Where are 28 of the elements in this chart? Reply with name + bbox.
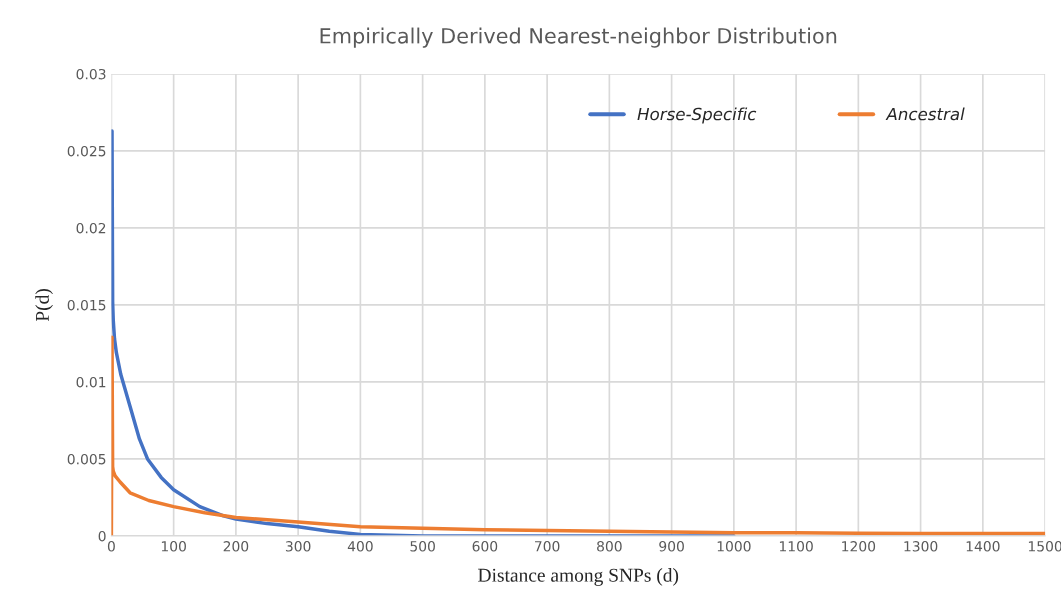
y-axis-title: P(d) bbox=[35, 289, 53, 322]
x-tick-label: 1500 bbox=[1028, 541, 1061, 552]
y-tick-label: 0.01 bbox=[76, 376, 106, 388]
x-tick-label: 400 bbox=[347, 541, 373, 552]
x-tick-label: 1200 bbox=[842, 541, 876, 552]
y-tick-label: 0.025 bbox=[67, 145, 106, 157]
x-tick-label: 1400 bbox=[966, 541, 1000, 552]
x-tick-label: 100 bbox=[161, 541, 186, 552]
y-tick-label: 0.02 bbox=[76, 222, 106, 234]
x-axis-title: Distance among SNPs (d) bbox=[478, 568, 679, 586]
x-tick-label: 500 bbox=[410, 541, 435, 552]
x-tick-label: 1100 bbox=[779, 541, 813, 552]
x-tick-label: 300 bbox=[285, 541, 311, 552]
x-tick-label: 1300 bbox=[904, 541, 938, 552]
x-tick-label: 1000 bbox=[717, 541, 751, 552]
x-tick-label: 600 bbox=[472, 541, 498, 552]
y-tick-label: 0.03 bbox=[76, 68, 106, 80]
chart-title: Empirically Derived Nearest-neighbor Distribution bbox=[320, 27, 837, 48]
y-tick-label: 0.005 bbox=[67, 453, 106, 465]
legend-label: Ancestral bbox=[885, 107, 965, 121]
legend-label: Horse-Specific bbox=[637, 107, 757, 124]
x-tick-label: 200 bbox=[223, 541, 249, 552]
x-tick-label: 700 bbox=[535, 541, 560, 552]
x-tick-label: 0 bbox=[107, 541, 115, 552]
x-tick-label: 800 bbox=[597, 541, 622, 552]
x-tick-label: 900 bbox=[659, 541, 684, 552]
y-tick-label: 0.015 bbox=[67, 299, 106, 311]
y-tick-label: 0 bbox=[98, 530, 106, 542]
